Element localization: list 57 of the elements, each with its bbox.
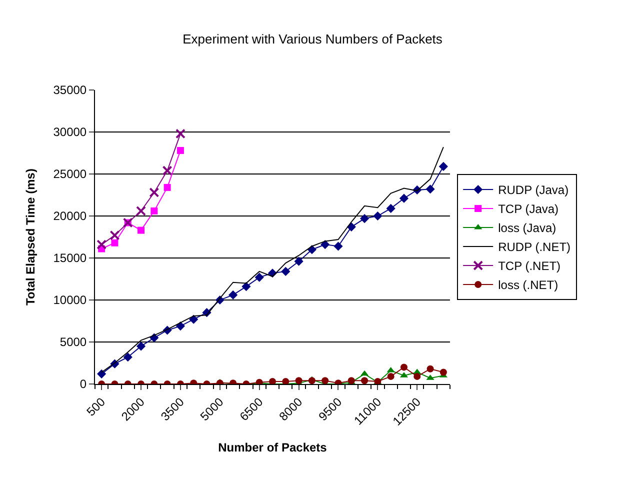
point	[149, 187, 160, 198]
point	[242, 282, 251, 292]
point	[373, 211, 382, 221]
y-axis-title: Total Elapsed Time (ms)	[24, 168, 38, 306]
legend-label: loss (.NET)	[498, 278, 558, 292]
point	[295, 377, 302, 384]
legend-label: loss (Java)	[498, 221, 556, 236]
point	[360, 214, 370, 224]
y-tick-label: 30000	[53, 125, 87, 140]
x-tick-label: 500	[84, 394, 108, 419]
point	[322, 377, 329, 384]
legend-label: TCP (.NET)	[498, 259, 561, 274]
point	[176, 146, 184, 154]
point	[414, 372, 421, 380]
point	[269, 378, 276, 384]
y-tick-label: 25000	[53, 167, 87, 182]
point	[360, 370, 369, 376]
point	[228, 290, 238, 300]
point	[440, 368, 447, 376]
y-tick-label: 15000	[53, 251, 87, 266]
point	[361, 377, 368, 384]
point	[136, 342, 146, 351]
point	[164, 184, 171, 191]
point	[334, 242, 343, 251]
y-tick-label: 35000	[53, 83, 87, 98]
point	[387, 372, 394, 380]
y-tick-label: 5000	[60, 335, 87, 350]
point	[123, 352, 132, 362]
point	[400, 364, 408, 371]
point	[281, 266, 290, 276]
point	[386, 204, 396, 213]
point	[136, 206, 146, 216]
legend-label: TCP (Java)	[498, 202, 559, 216]
point	[399, 194, 409, 203]
point	[96, 240, 107, 250]
chart-title: Experiment with Various Numbers of Packets	[182, 32, 443, 47]
legend-label: RUDP (.NET)	[498, 240, 571, 254]
point	[111, 239, 118, 246]
point	[110, 230, 120, 240]
y-tick-label: 0	[80, 377, 87, 392]
point	[162, 166, 172, 176]
point	[320, 240, 330, 250]
point	[138, 226, 145, 234]
point	[97, 369, 106, 378]
legend-label: RUDP (Java)	[498, 183, 569, 198]
point	[294, 256, 304, 266]
point	[175, 128, 186, 139]
point	[150, 207, 158, 214]
y-tick-label: 10000	[53, 293, 87, 308]
point	[426, 184, 435, 194]
point	[426, 365, 434, 372]
y-tick-label: 20000	[53, 209, 87, 224]
point	[254, 272, 264, 282]
x-axis-title: Number of Packets	[218, 440, 328, 454]
point	[176, 321, 186, 331]
point	[282, 378, 290, 384]
point	[438, 162, 448, 171]
